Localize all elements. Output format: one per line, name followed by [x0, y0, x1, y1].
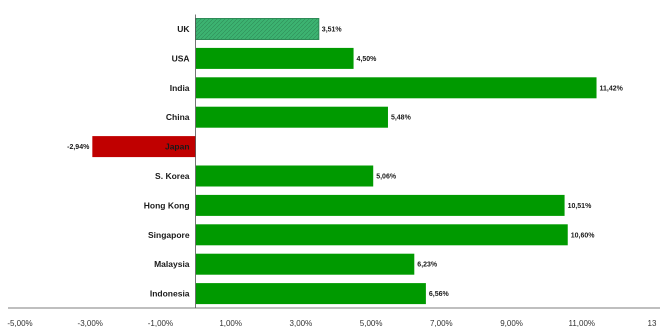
category-label-hong-kong: Hong Kong: [144, 200, 190, 210]
bar-hong-kong: [195, 194, 565, 216]
category-label-uk: UK: [177, 24, 190, 34]
x-tick-label: 1,00%: [219, 319, 242, 328]
x-tick-label: -3,00%: [78, 319, 103, 328]
x-tick-label: 5,00%: [360, 319, 383, 328]
bar-japan: [92, 136, 196, 158]
category-label-s-korea: S. Korea: [155, 171, 190, 181]
bar-uk: [195, 18, 320, 40]
category-label-malaysia: Malaysia: [154, 259, 190, 269]
x-tick-label: 3,00%: [290, 319, 313, 328]
x-tick-label: 7,00%: [430, 319, 453, 328]
bar-s-korea: [195, 165, 374, 187]
x-tick-label: 13: [648, 319, 657, 328]
value-labels-group: 3,51% 4,50% 11,42% 5,48% -2,94% 5,06% 10,51% 10…: [67, 27, 624, 299]
bar-indonesia: [195, 283, 426, 305]
value-label-s-korea: 5,06%: [376, 174, 397, 181]
value-label-india: 11,42%: [600, 85, 624, 92]
x-tick-label: -1,00%: [148, 319, 173, 328]
value-label-uk: 3,51%: [322, 27, 343, 34]
value-label-china: 5,48%: [391, 115, 412, 122]
value-label-hong-kong: 10,51%: [568, 203, 593, 210]
bar-usa: [195, 47, 354, 69]
value-label-japan: -2,94%: [67, 144, 90, 151]
x-tick-label: 11,00%: [569, 319, 596, 328]
x-tick-label: 9,00%: [500, 319, 523, 328]
value-label-usa: 4,50%: [357, 56, 378, 63]
value-label-indonesia: 6,56%: [429, 291, 450, 298]
x-ticks-group: -5,00% -3,00% -1,00% 1,00% 3,00% 5,00% 7,00% 9,…: [7, 319, 657, 328]
x-tick-label: -5,00%: [7, 319, 32, 328]
category-label-india: India: [170, 83, 190, 93]
value-label-malaysia: 6,23%: [417, 262, 438, 269]
category-label-china: China: [166, 112, 190, 122]
bar-singapore: [195, 224, 568, 246]
bar-malaysia: [195, 253, 415, 275]
category-label-singapore: Singapore: [148, 230, 190, 240]
category-label-indonesia: Indonesia: [150, 289, 190, 299]
value-label-singapore: 10,60%: [571, 232, 596, 239]
bar-china: [195, 106, 388, 128]
bar-india: [195, 77, 597, 99]
category-label-usa: USA: [172, 53, 190, 63]
bars-group: [92, 18, 597, 305]
category-label-japan: Japan: [165, 142, 190, 152]
category-labels-group: UK USA India China Japan S. Korea Hong Kong Sin…: [144, 24, 191, 299]
